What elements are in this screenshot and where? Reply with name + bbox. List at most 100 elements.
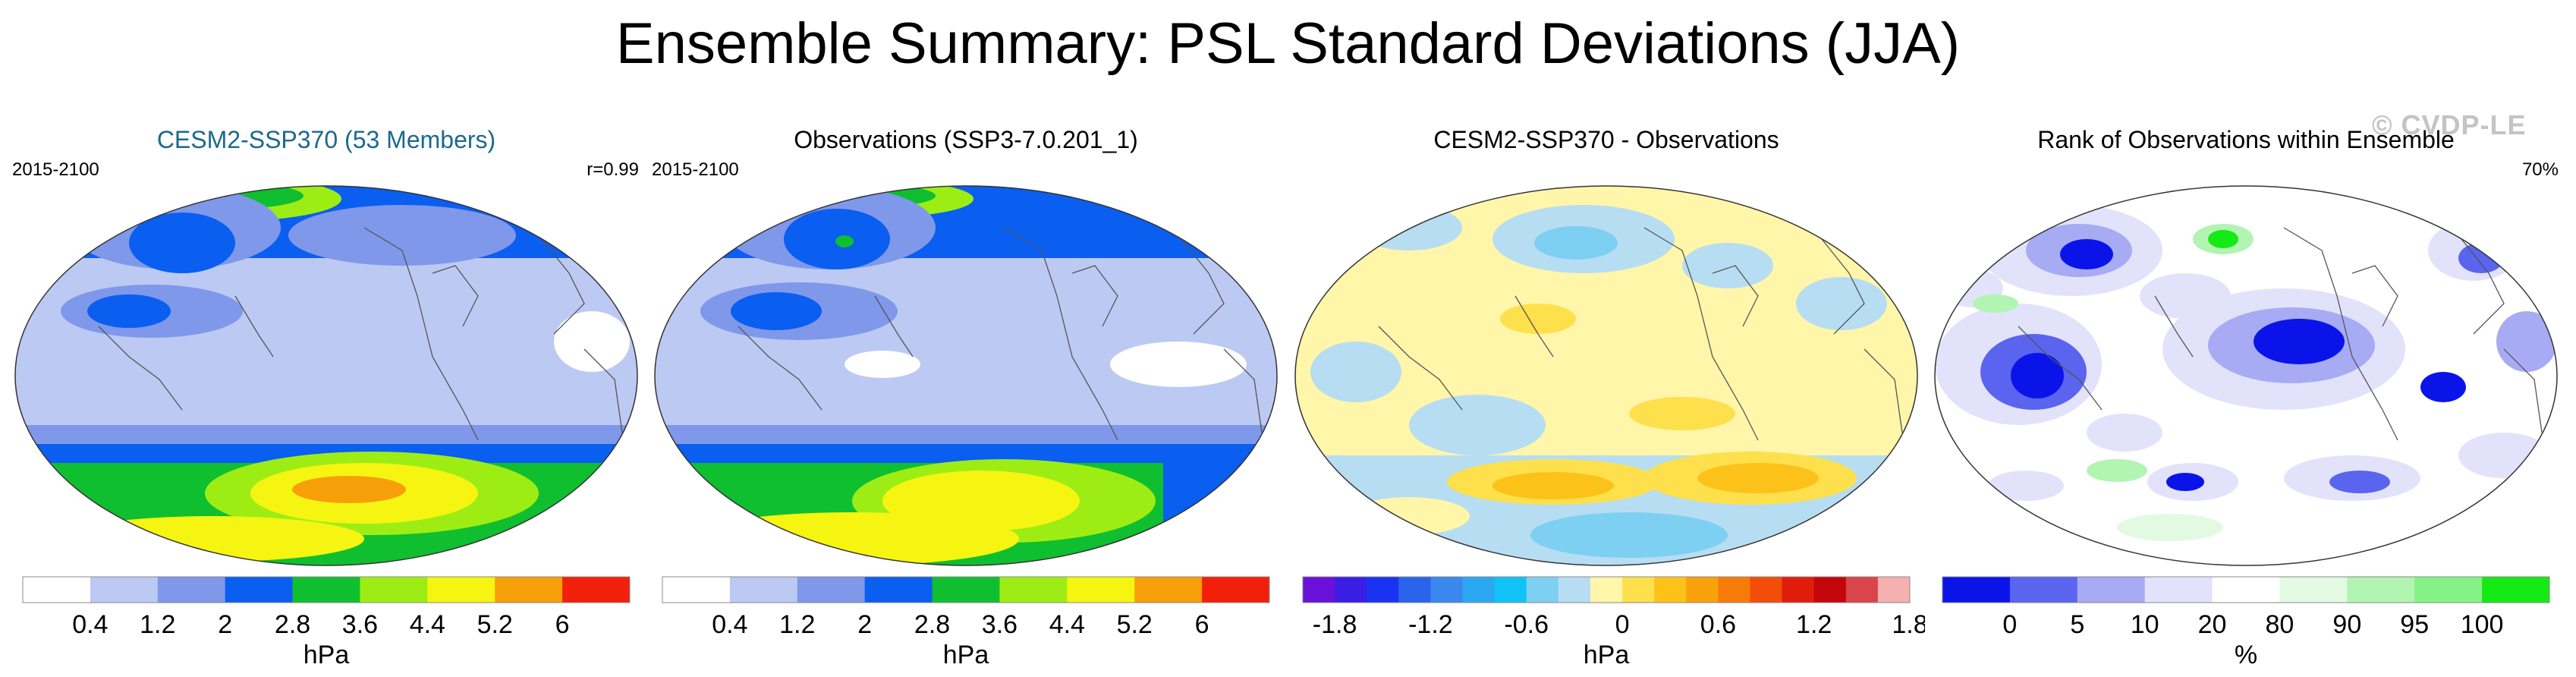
- colorbar-tick-label: 20: [2198, 610, 2227, 639]
- panel-title: CESM2-SSP370 (53 Members): [156, 126, 496, 153]
- colorbar-swatch: [932, 577, 1000, 603]
- colorbar-swatch: [562, 577, 631, 603]
- panel-observations: Observations (SSP3-7.0.201_1) 2015-2100: [647, 121, 1285, 676]
- colorbar-tick-label: 3.6: [982, 610, 1018, 639]
- pattern-correlation-label: r=0.99: [587, 159, 639, 180]
- colorbar-swatch: [2482, 577, 2550, 603]
- colorbar-tick-label: 2: [857, 610, 872, 639]
- colorbar-swatch: [1430, 577, 1464, 603]
- period-label: 2015-2100: [652, 159, 739, 180]
- colorbar-tick-label: 2: [218, 610, 232, 639]
- colorbar-tick-label: -1.8: [1313, 610, 1357, 639]
- colorbar-tick-label: 5: [2070, 610, 2084, 639]
- colorbar-swatch: [1494, 577, 1527, 603]
- colorbar-swatch: [2347, 577, 2415, 603]
- colorbar-swatch: [999, 577, 1068, 603]
- colorbar-swatch: [1845, 577, 1879, 603]
- colorbar-swatch: [495, 577, 563, 603]
- colorbar-unit-label: hPa: [304, 641, 350, 669]
- colorbar-tick-label: 1.2: [1796, 610, 1832, 639]
- colorbar-swatch: [1335, 577, 1367, 603]
- map-observations-psl-stddev: [654, 185, 1278, 566]
- colorbar-border: [662, 576, 1270, 603]
- colorbar-tick-label: 100: [2461, 610, 2504, 639]
- colorbar-swatch: [662, 577, 731, 603]
- colorbar-swatch: [2279, 577, 2348, 603]
- colorbar-unit-label: hPa: [1584, 641, 1630, 669]
- colorbar-swatch: [90, 577, 159, 603]
- colorbar-border: [1942, 576, 2550, 603]
- colorbar-unit-label: %: [2235, 641, 2257, 669]
- colorbar-swatch: [2212, 577, 2280, 603]
- colorbar-tick-label: 0.4: [72, 610, 108, 639]
- colorbar-tick-label: 0: [1615, 610, 1630, 639]
- colorbar: 0.4 1.2 2 2.8 3.6 4.4 5.2 6 hPa: [22, 576, 631, 669]
- colorbar-swatch: [1462, 577, 1496, 603]
- colorbar-swatch: [157, 577, 226, 603]
- colorbar-tick-label: 4.4: [1049, 610, 1085, 639]
- colorbar-swatch: [1526, 577, 1559, 603]
- colorbar: 0 5 10 20 80 90 95 100%: [1942, 576, 2550, 669]
- colorbar-swatch: [1622, 577, 1655, 603]
- colorbar-swatch: [2077, 577, 2146, 603]
- panel-cesm2-ensemble: CESM2-SSP370 (53 Members) 2015-2100 r=0.…: [8, 121, 645, 676]
- colorbar-swatch: [23, 577, 91, 603]
- colorbar-tick-label: 5.2: [1117, 610, 1153, 639]
- colorbar-swatch: [1134, 577, 1203, 603]
- colorbar-swatch: [1654, 577, 1687, 603]
- colorbar-tick-label: 1.8: [1892, 610, 1925, 639]
- colorbar-swatch: [1067, 577, 1135, 603]
- colorbar-tick-label: 0: [2002, 610, 2017, 639]
- colorbar-swatch: [2144, 577, 2213, 603]
- colorbar-tick-label: 1.2: [779, 610, 815, 639]
- colorbar-tick-label: 10: [2131, 610, 2159, 639]
- colorbar-swatch: [1686, 577, 1719, 603]
- colorbar-tick-label: 1.2: [140, 610, 175, 639]
- colorbar-tick-label: 80: [2266, 610, 2294, 639]
- map-difference-psl-stddev: [1294, 185, 1918, 566]
- colorbar-swatch: [1202, 577, 1270, 603]
- colorbar-tick-label: 5.2: [477, 610, 513, 639]
- watermark: © CVDP-LE: [2372, 109, 2527, 140]
- panel-title: Observations (SSP3-7.0.201_1): [794, 126, 1138, 153]
- colorbar-swatch: [864, 577, 933, 603]
- figure-title: Ensemble Summary: PSL Standard Deviation…: [615, 11, 1961, 76]
- colorbar-swatch: [2009, 577, 2078, 603]
- colorbar-swatch: [729, 577, 798, 603]
- colorbar-swatch: [1558, 577, 1591, 603]
- period-label: 2015-2100: [12, 159, 99, 180]
- colorbar-tick-label: 90: [2332, 610, 2361, 639]
- colorbar-swatch: [1813, 577, 1847, 603]
- colorbar-tick-label: 2.8: [275, 610, 310, 639]
- colorbar-swatch: [225, 577, 294, 603]
- colorbar-swatch: [1590, 577, 1623, 603]
- map-observation-rank: [1934, 185, 2558, 566]
- panel-title: CESM2-SSP370 - Observations: [1433, 126, 1779, 153]
- colorbar-swatch: [1367, 577, 1399, 603]
- colorbar-swatch: [1942, 577, 2011, 603]
- colorbar-swatch: [360, 577, 428, 603]
- colorbar-swatch: [1750, 577, 1783, 603]
- colorbar-swatch: [1718, 577, 1750, 603]
- map-cesm2-psl-stddev: [14, 185, 638, 566]
- colorbar-tick-label: 2.8: [914, 610, 950, 639]
- colorbar-tick-label: -0.6: [1504, 610, 1549, 639]
- colorbar-tick-label: -1.2: [1408, 610, 1453, 639]
- colorbar-tick-label: 6: [1195, 610, 1209, 639]
- colorbar-swatch: [1398, 577, 1431, 603]
- colorbar-swatch: [1782, 577, 1815, 603]
- colorbar-tick-label: 0.4: [712, 610, 747, 639]
- colorbar-tick-label: 6: [555, 610, 570, 639]
- colorbar-tick-label: 3.6: [342, 610, 378, 639]
- colorbar-tick-label: 0.6: [1700, 610, 1736, 639]
- colorbar-swatch: [292, 577, 360, 603]
- panel-rank: Rank of Observations within Ensemble 70%: [1927, 121, 2565, 676]
- colorbar-swatch: [1877, 577, 1911, 603]
- panel-title: Rank of Observations within Ensemble: [2037, 126, 2455, 153]
- colorbar-tick-label: 4.4: [410, 610, 445, 639]
- colorbar-unit-label: hPa: [943, 641, 989, 669]
- colorbar-swatch: [797, 577, 866, 603]
- colorbar-swatch: [1303, 577, 1335, 603]
- colorbar-border: [1302, 576, 1911, 603]
- colorbar-border: [22, 576, 631, 603]
